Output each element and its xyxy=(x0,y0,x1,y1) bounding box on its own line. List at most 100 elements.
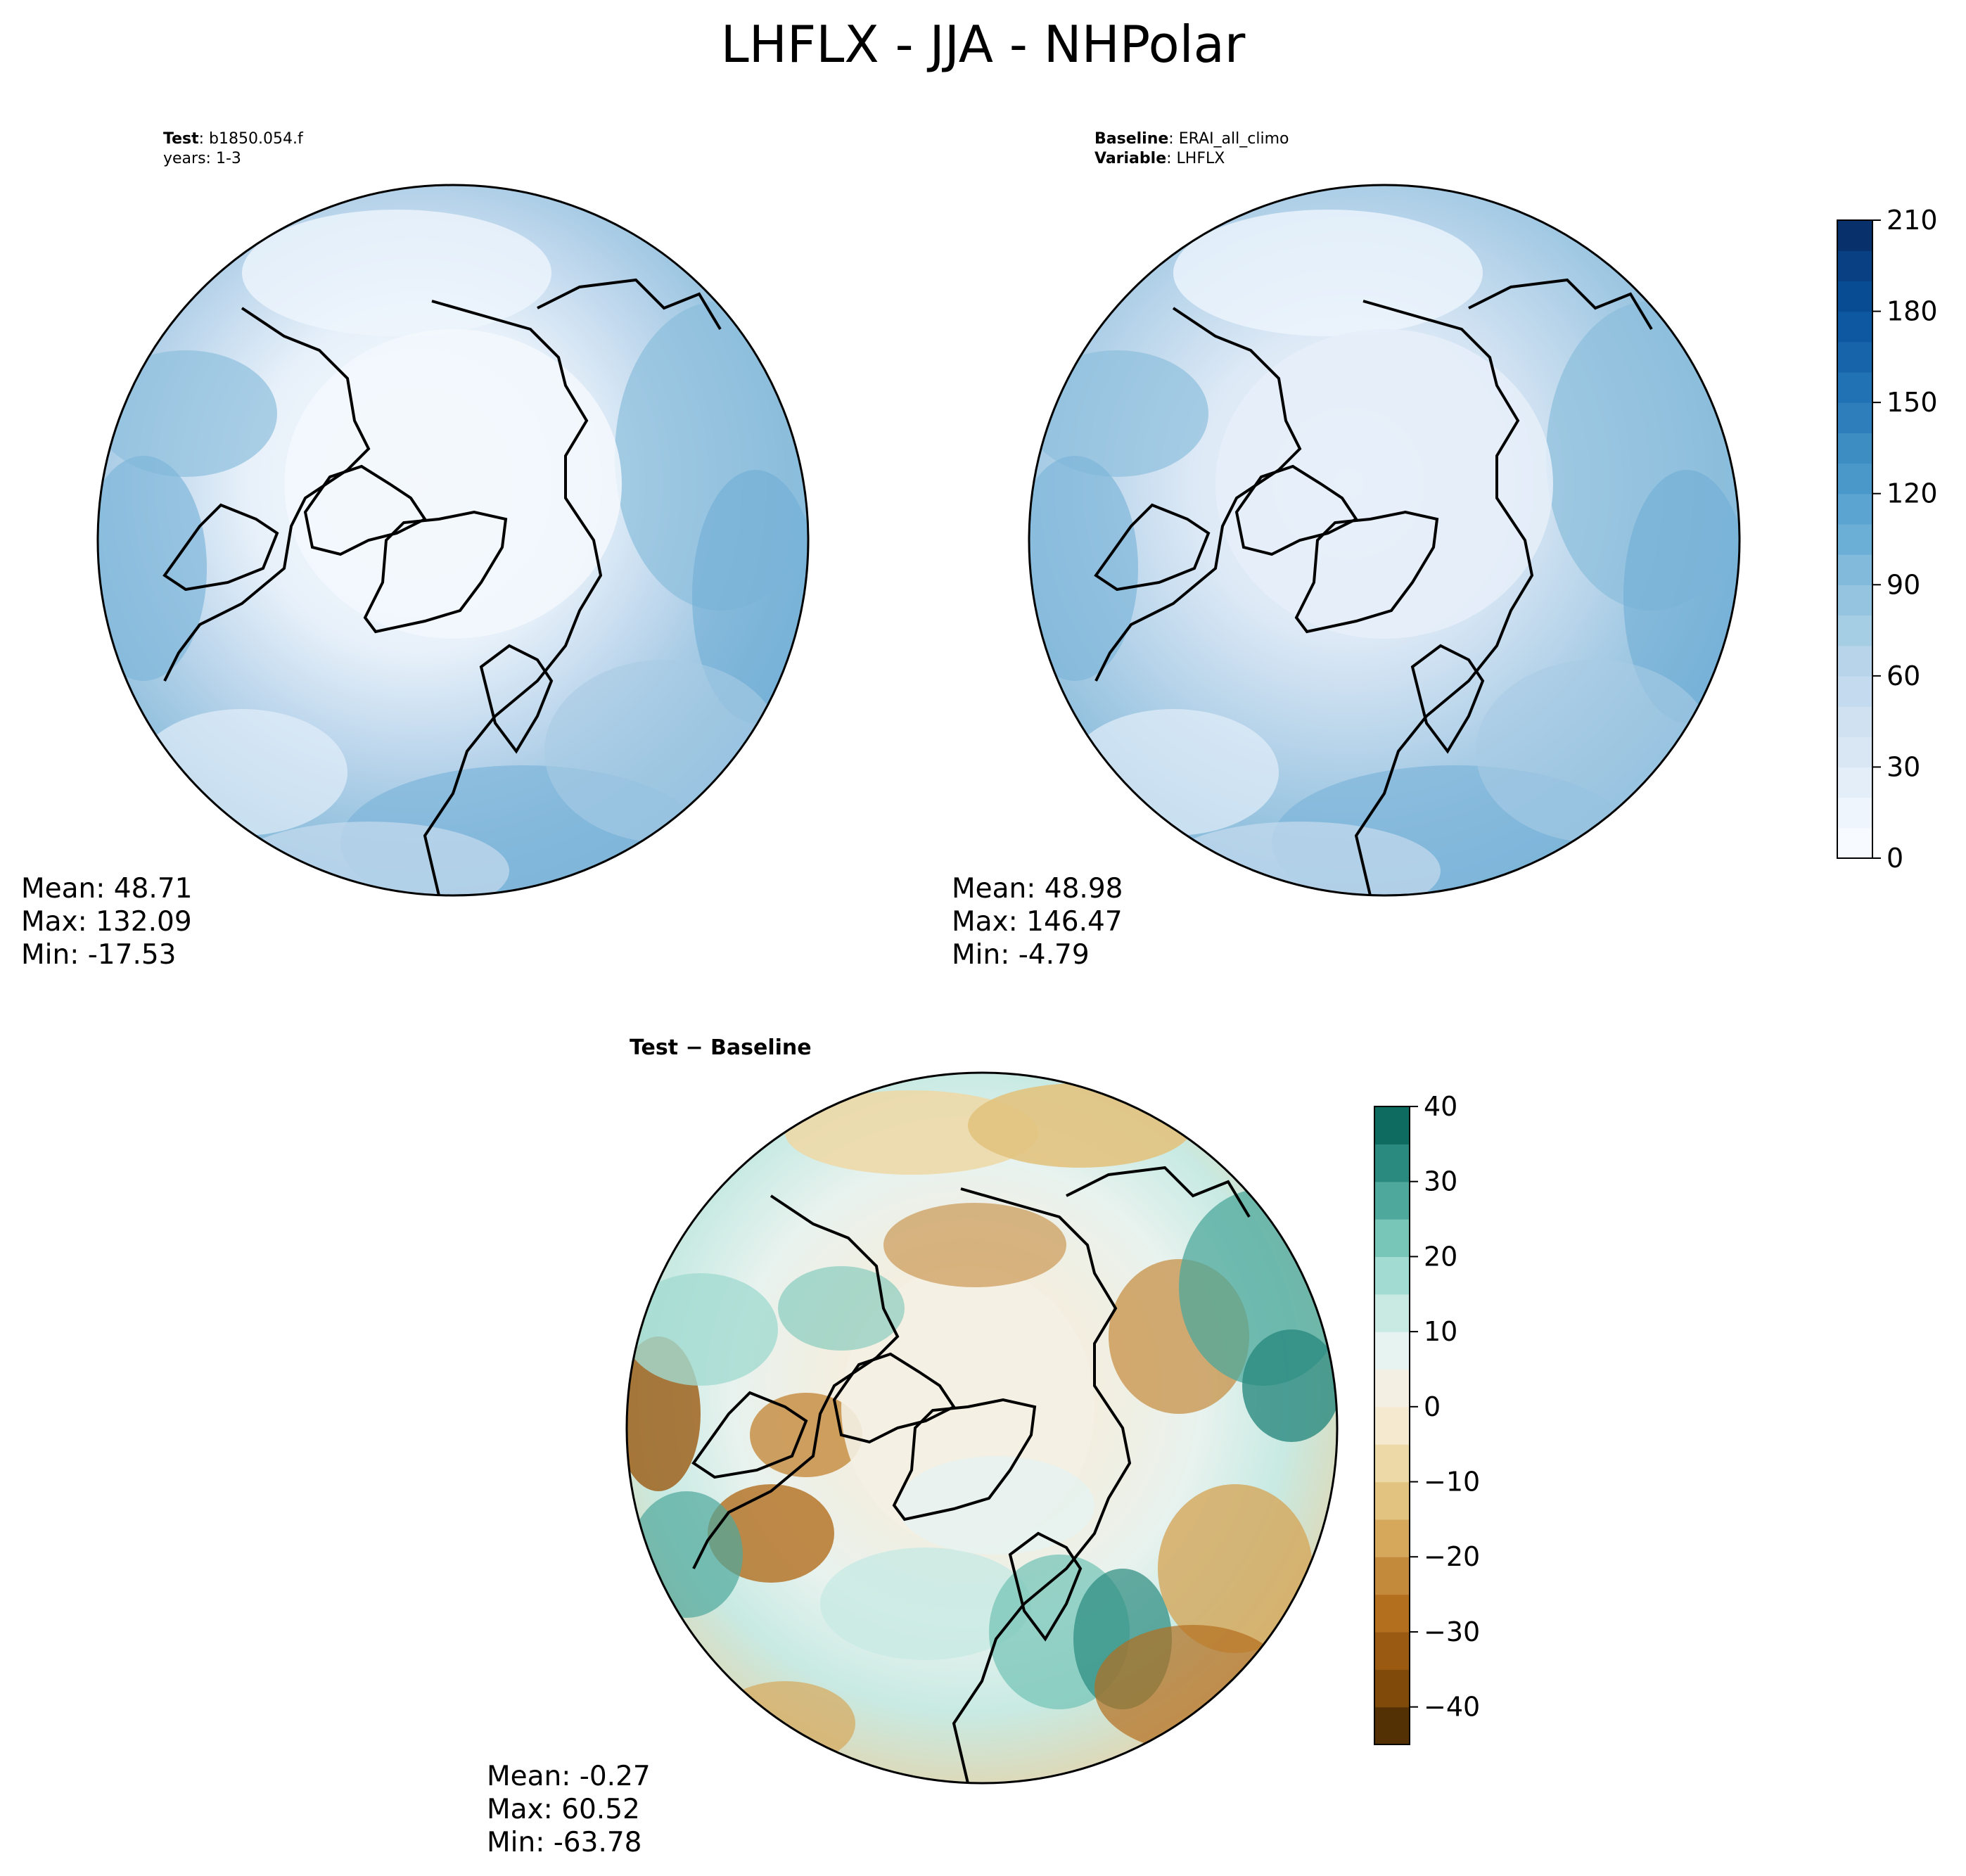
diff-coastline xyxy=(691,1391,808,1479)
baseline-coastlines xyxy=(1094,278,1653,896)
diff-colorbar-segment xyxy=(1374,1144,1410,1182)
diff-mean: Mean: -0.27 xyxy=(487,1761,651,1792)
test-label-value: b1850.054.f xyxy=(209,130,303,148)
baseline-shade-region xyxy=(1173,210,1483,336)
test-coastline xyxy=(162,503,279,592)
diff-colorbar-segment xyxy=(1374,1219,1410,1258)
diff-shade-region xyxy=(750,1393,862,1477)
lhflx-colorbar-segment xyxy=(1837,250,1872,281)
lhflx-colorbar-tick-label: 150 xyxy=(1887,387,1938,418)
lhflx-colorbar-frame xyxy=(1837,219,1873,859)
lhflx-colorbar-segment xyxy=(1837,585,1872,616)
lhflx-colorbar-segment xyxy=(1837,493,1872,525)
lhflx-colorbar-tick-label: 120 xyxy=(1887,478,1938,509)
baseline-label-key: Baseline xyxy=(1094,130,1169,148)
lhflx-colorbar-tick-label: 60 xyxy=(1887,661,1920,691)
diff-stats: Mean: -0.27 Max: 60.52 Min: -63.78 xyxy=(487,1760,651,1859)
lhflx-colorbar-segment xyxy=(1837,281,1872,312)
diff-colorbar-segment xyxy=(1374,1406,1410,1445)
diff-max: Max: 60.52 xyxy=(487,1794,640,1825)
diff-colorbar-tick-label: 20 xyxy=(1424,1241,1457,1272)
test-max: Max: 132.09 xyxy=(21,906,192,938)
diff-shade-region xyxy=(1094,1625,1291,1751)
test-header: Test: b1850.054.f years: 1-3 xyxy=(163,129,303,169)
test-shade-region xyxy=(284,329,622,639)
baseline-label-value: ERAI_all_climo xyxy=(1178,130,1289,148)
baseline-max: Max: 146.47 xyxy=(952,906,1123,938)
variable-label-key: Variable xyxy=(1094,150,1167,167)
test-min: Min: -17.53 xyxy=(21,939,177,971)
diff-colorbar-segment xyxy=(1374,1706,1410,1745)
lhflx-colorbar-segment xyxy=(1837,827,1872,859)
diff-coastlines xyxy=(691,1166,1251,1784)
diff-colorbar-segment xyxy=(1374,1594,1410,1633)
diff-colorbar-frame xyxy=(1374,1106,1410,1745)
figure-title: LHFLX - JJA - NHPolar xyxy=(720,15,1246,74)
baseline-shade-region xyxy=(1029,350,1208,477)
baseline-shade-region xyxy=(1068,709,1279,836)
diff-coastline xyxy=(952,1187,1132,1784)
baseline-coastline xyxy=(1410,644,1485,754)
lhflx-colorbar-tick-label: 0 xyxy=(1887,843,1903,874)
test-label-key: Test xyxy=(163,130,199,148)
diff-shade-region xyxy=(627,1273,778,1386)
diff-coastline xyxy=(692,1194,900,1569)
diff-shade-region xyxy=(630,1491,743,1618)
lhflx-colorbar-segment xyxy=(1837,523,1872,555)
test-label-sep: : xyxy=(198,130,205,148)
test-stats: Mean: 48.71 Max: 132.09 Min: -17.53 xyxy=(21,872,192,971)
diff-colorbar-tick-label: −40 xyxy=(1424,1692,1480,1723)
lhflx-colorbar-segment xyxy=(1837,736,1872,768)
baseline-shade-region xyxy=(1476,660,1715,843)
test-shade-region xyxy=(544,660,784,843)
diff-colorbar-segment xyxy=(1374,1294,1410,1332)
baseline-header: Baseline: ERAI_all_climo Variable: LHFLX xyxy=(1094,129,1289,169)
diff-title: Test − Baseline xyxy=(630,1035,812,1060)
diff-map-boundary xyxy=(625,1071,1339,1785)
diff-coastline xyxy=(892,1398,1037,1521)
baseline-coastline xyxy=(1094,503,1211,592)
diff-map xyxy=(625,1071,1339,1785)
lhflx-colorbar-segment xyxy=(1837,371,1872,403)
baseline-coastline xyxy=(1354,300,1534,896)
diff-colorbar-segment xyxy=(1374,1557,1410,1595)
colorbar-lhflx: 0 30 60 90 120 150 180 210 xyxy=(1837,205,1938,874)
diff-colorbar-tick-label: 10 xyxy=(1424,1316,1457,1347)
lhflx-colorbar-segment xyxy=(1837,615,1872,646)
test-coastline xyxy=(537,278,722,331)
diff-shade-region xyxy=(820,1548,1031,1660)
lhflx-colorbar-segment xyxy=(1837,767,1872,798)
diff-colorbar-segment xyxy=(1374,1481,1410,1520)
diff-shade-region xyxy=(883,1203,1066,1287)
baseline-coastline xyxy=(1468,278,1653,331)
diff-colorbar-segment xyxy=(1374,1181,1410,1220)
diff-colorbar-tick-label: 30 xyxy=(1424,1166,1457,1197)
lhflx-colorbar-segment xyxy=(1837,463,1872,494)
test-years: years: 1-3 xyxy=(163,150,241,167)
test-shade-region xyxy=(98,350,277,477)
diff-shade-region xyxy=(1158,1484,1313,1653)
lhflx-colorbar-tick-label: 90 xyxy=(1887,569,1920,600)
diff-colorbar-segment xyxy=(1374,1631,1410,1670)
lhflx-colorbar-segment xyxy=(1837,554,1872,585)
diff-colorbar-tick-label: 40 xyxy=(1424,1091,1457,1122)
test-coastline xyxy=(479,644,554,754)
test-map-boundary xyxy=(96,184,810,897)
diff-colorbar-tick-label: −30 xyxy=(1424,1616,1480,1647)
baseline-coastline xyxy=(1294,510,1439,634)
lhflx-colorbar-segment xyxy=(1837,402,1872,433)
baseline-stats: Mean: 48.98 Max: 146.47 Min: -4.79 xyxy=(952,872,1123,971)
diff-coastline xyxy=(1066,1166,1251,1218)
diff-shade-region xyxy=(1242,1329,1337,1442)
diff-coastline xyxy=(1008,1531,1083,1642)
diff-colorbar-tick-label: −10 xyxy=(1424,1467,1480,1498)
lhflx-colorbar-segment xyxy=(1837,433,1872,464)
test-shade-region xyxy=(98,456,207,681)
test-coastline xyxy=(163,307,371,682)
baseline-shade-region xyxy=(1215,329,1553,639)
diff-shade-region xyxy=(898,1456,1094,1555)
lhflx-colorbar-segment xyxy=(1837,797,1872,829)
baseline-field-blobs xyxy=(1029,210,1740,895)
test-shade-region xyxy=(228,822,509,895)
